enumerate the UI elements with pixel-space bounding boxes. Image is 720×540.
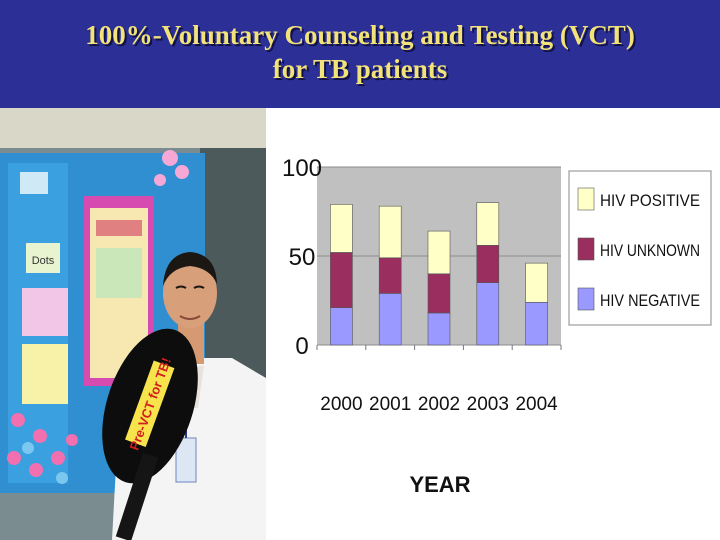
bar-segment [427,312,451,346]
slide-title-line2: for TB patients [272,54,448,84]
bar-segment [378,257,402,294]
bar-segment [330,204,353,253]
legend-swatch [577,237,595,261]
bar-segment [330,252,353,308]
bars [330,202,548,346]
legend: HIV POSITIVE HIV UNKNOWN HIV NEGATIVE [577,187,700,311]
bar-segment [476,202,500,246]
chart-panel: 0 50 100 2000 2001 2002 2003 2004 YEAR HIV POS… [266,108,720,540]
bar-segment [476,282,500,346]
bar-segment [427,230,451,275]
stacked-bar-chart: 0 50 100 2000 2001 2002 2003 2004 YEAR HIV POS… [282,155,712,497]
x-tick-label: 2002 [418,394,460,415]
x-tick-label: 2001 [369,394,411,415]
bar-segment [525,262,548,303]
photo-illustration: Dots [0,108,266,540]
bar-segment [378,205,402,259]
legend-label: HIV NEGATIVE [600,291,700,310]
bar-segment [330,307,353,346]
x-tick-label: 2004 [515,394,558,415]
y-tick-label: 0 [295,333,308,360]
slide-title-line1: 100%-Voluntary Counseling and Testing (V… [85,20,635,50]
bar-segment [476,245,500,284]
x-tick-label: 2003 [467,394,509,415]
board-label: Dots [32,255,55,267]
legend-label: HIV UNKNOWN [600,241,700,260]
legend-swatch [577,287,595,311]
x-axis-labels: 2000 2001 2002 2003 2004 [320,394,558,415]
x-tick-label: 2000 [320,394,362,415]
counselor-photo: Dots [0,108,266,540]
y-axis: 0 50 100 [282,155,562,360]
legend-swatch [577,187,595,211]
bar-segment [525,301,548,346]
bar-segment [378,293,402,346]
legend-label: HIV POSITIVE [600,191,700,210]
x-axis-title: YEAR [409,472,470,497]
slide-title: 100%-Voluntary Counseling and Testing (V… [0,18,720,86]
y-tick-label: 100 [282,155,322,182]
bar-segment [427,273,451,314]
y-tick-label: 50 [289,244,316,271]
